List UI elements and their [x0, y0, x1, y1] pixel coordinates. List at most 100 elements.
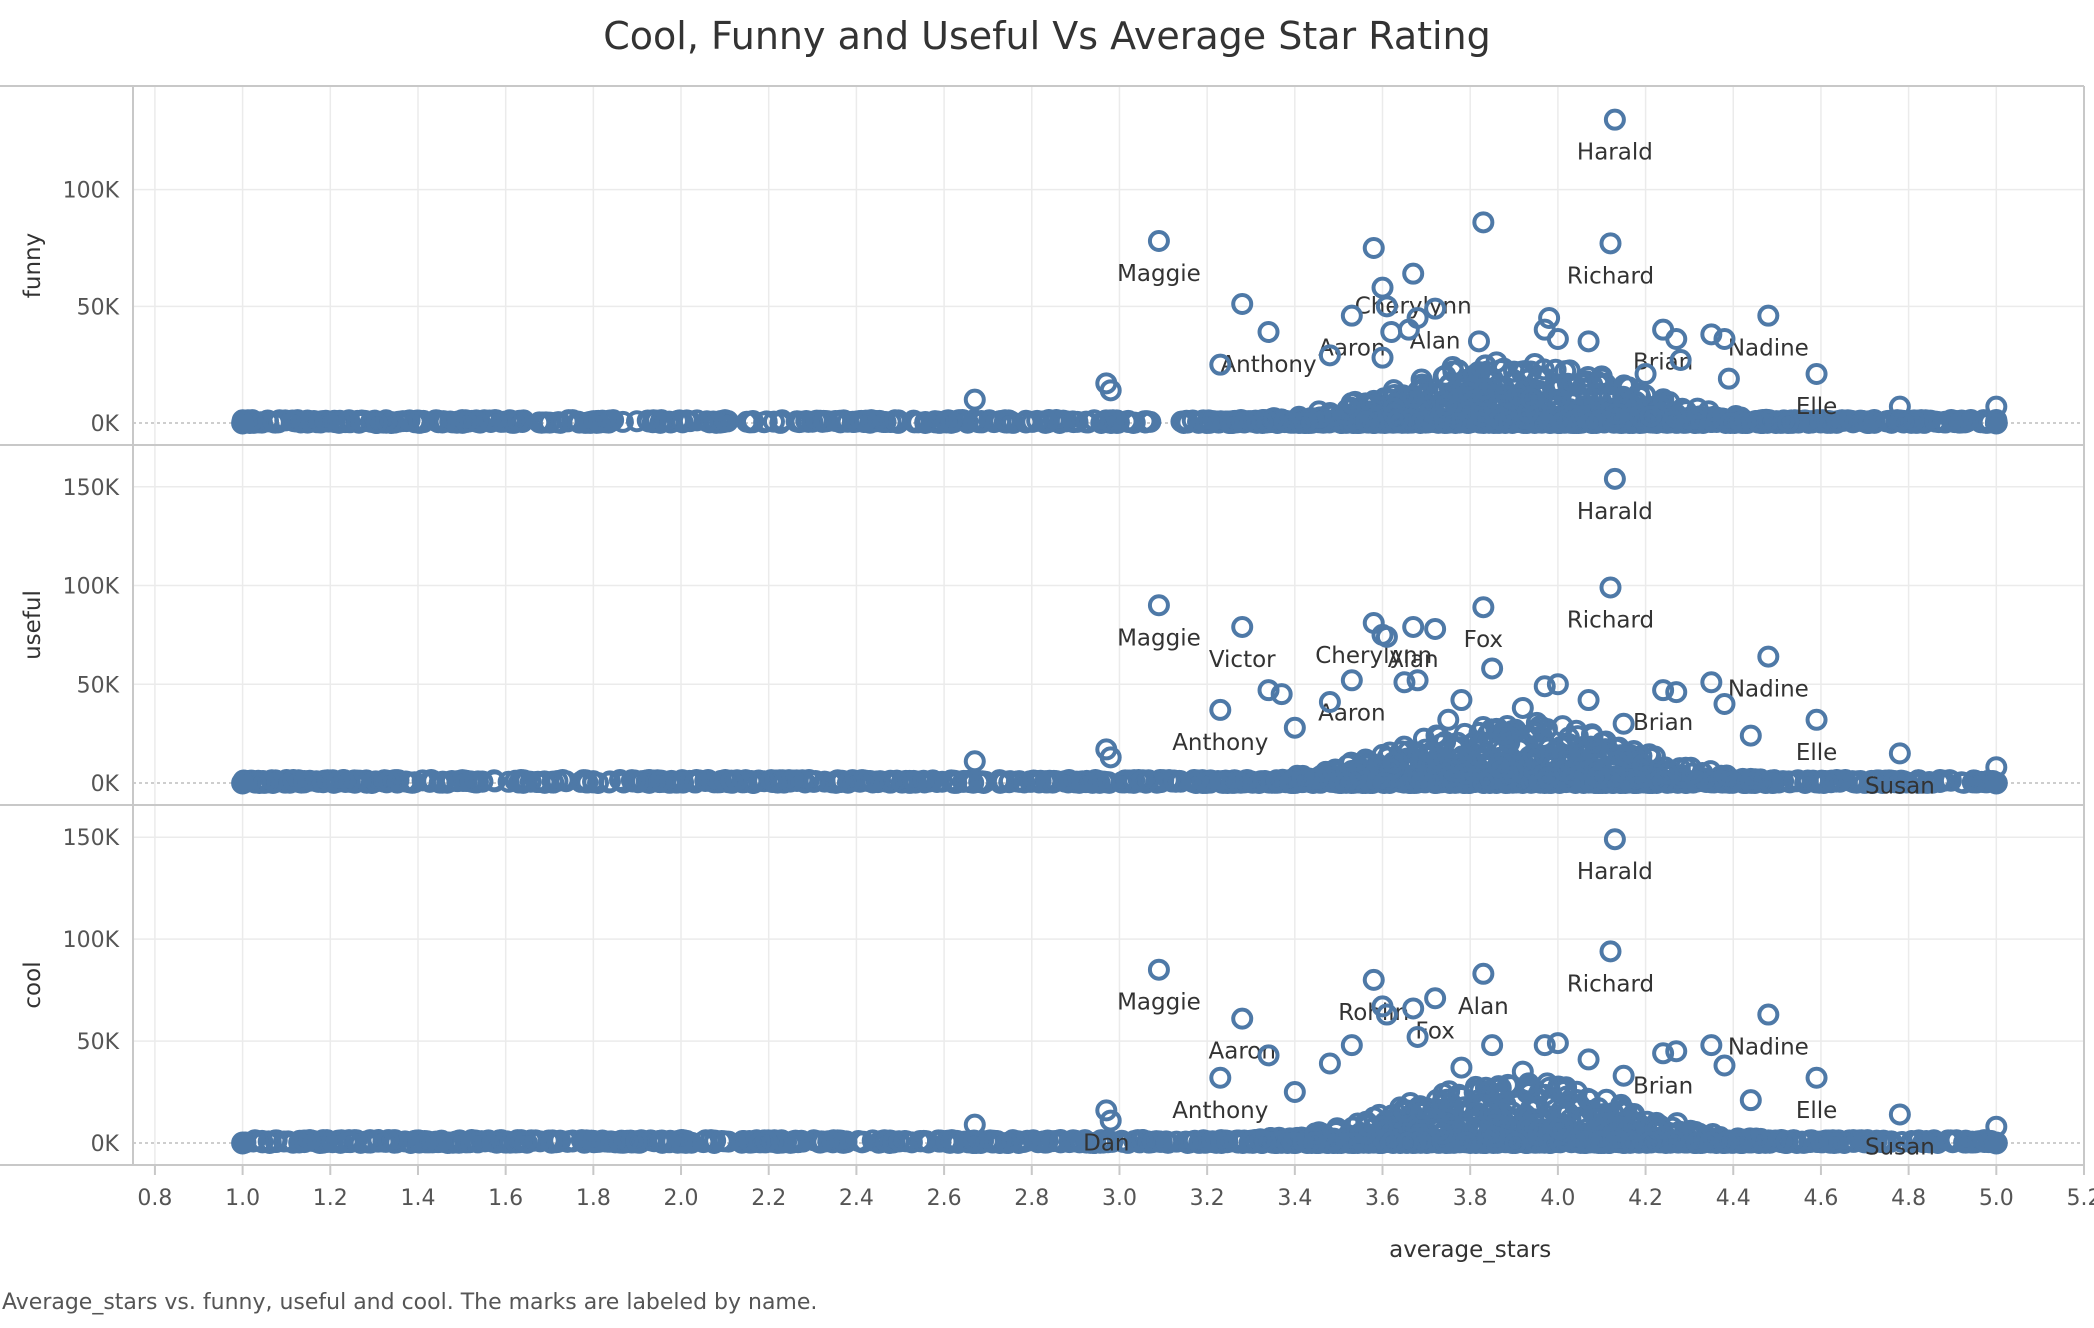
point	[1062, 411, 1085, 434]
point	[1402, 262, 1425, 285]
point	[641, 411, 664, 434]
point	[1739, 1089, 1762, 1112]
point	[962, 1129, 985, 1152]
point	[481, 1130, 504, 1153]
point	[1483, 1125, 1506, 1148]
point	[1954, 1129, 1977, 1152]
point	[1900, 1129, 1923, 1152]
point	[1026, 409, 1049, 432]
point	[514, 1130, 537, 1153]
point	[556, 1130, 579, 1153]
point	[1805, 1066, 1828, 1089]
point	[650, 769, 673, 792]
point	[1375, 1003, 1398, 1026]
point	[1472, 962, 1495, 985]
point	[935, 1130, 958, 1153]
point	[1511, 696, 1534, 719]
point-label: Maggie	[1117, 990, 1201, 1016]
point	[1924, 410, 1947, 433]
point	[1606, 750, 1629, 773]
point	[1282, 1131, 1305, 1154]
point	[1257, 1044, 1280, 1067]
point	[1450, 1056, 1473, 1079]
point	[1476, 743, 1499, 766]
point	[1907, 771, 1930, 794]
point	[1444, 411, 1467, 434]
point	[952, 769, 975, 792]
chart-title: Cool, Funny and Useful Vs Average Star R…	[603, 14, 1491, 58]
point	[1380, 321, 1403, 343]
point	[1717, 367, 1740, 390]
point	[801, 410, 824, 433]
point	[576, 771, 599, 794]
x-tick-label: 4.6	[1803, 1186, 1838, 1211]
y-tick-label: 100K	[63, 928, 120, 953]
point	[1715, 764, 1738, 787]
point	[1639, 405, 1662, 428]
baseline-marks	[231, 1072, 2008, 1155]
x-tick-label: 4.2	[1628, 1186, 1663, 1211]
point	[1504, 1131, 1527, 1154]
y-tick-label: 0K	[91, 1132, 120, 1157]
point	[1318, 344, 1341, 367]
point	[512, 769, 535, 792]
point	[1283, 716, 1306, 739]
point	[1533, 675, 1556, 698]
point	[861, 1129, 884, 1152]
x-tick-label: 1.8	[576, 1186, 611, 1211]
point	[1853, 1131, 1876, 1154]
point	[836, 410, 859, 433]
point	[1605, 402, 1628, 425]
point	[314, 409, 337, 432]
point	[329, 410, 352, 433]
x-tick-label: 3.4	[1277, 1186, 1312, 1211]
point	[528, 411, 551, 434]
point	[1340, 1034, 1363, 1057]
point	[803, 770, 826, 793]
point	[1435, 393, 1458, 416]
point	[684, 771, 707, 794]
point	[1099, 1109, 1122, 1132]
point	[1620, 1131, 1643, 1154]
point	[625, 1130, 648, 1153]
point	[1221, 411, 1244, 434]
point	[1757, 1003, 1780, 1026]
point	[1209, 1066, 1232, 1089]
point	[1438, 765, 1461, 788]
point-label: Anthony	[1172, 1098, 1268, 1124]
y-axis-label: cool	[20, 961, 46, 1008]
point	[1785, 411, 1808, 434]
point	[1485, 351, 1508, 374]
point	[1406, 1098, 1429, 1121]
point	[891, 771, 914, 794]
point	[1669, 349, 1692, 371]
point	[1045, 770, 1068, 793]
point-label: Cherylynn	[1315, 643, 1432, 669]
point	[1013, 771, 1036, 794]
point	[1554, 1077, 1577, 1100]
point	[713, 409, 736, 432]
point	[672, 771, 695, 794]
point	[312, 771, 335, 794]
point	[466, 1131, 489, 1154]
point	[1355, 410, 1378, 433]
point-label: Aaron	[1209, 1039, 1276, 1065]
point	[1402, 615, 1425, 638]
panel-useful: 0K 50K 100K 150K useful Harald Richard Maggie Fo…	[0, 444, 2085, 805]
point	[1304, 1122, 1327, 1145]
point	[1099, 379, 1122, 402]
point-label: Anthony	[1172, 730, 1268, 756]
point	[1918, 770, 1941, 793]
x-tick-label: 0.8	[137, 1186, 172, 1211]
point	[1617, 376, 1640, 399]
point	[1816, 411, 1839, 434]
point	[1985, 395, 2008, 418]
point	[623, 769, 646, 792]
point	[1603, 828, 1626, 851]
point	[1231, 1007, 1254, 1030]
point	[1368, 1103, 1391, 1126]
point-label: Harald	[1577, 859, 1653, 885]
point	[1565, 719, 1588, 742]
point	[483, 769, 506, 792]
